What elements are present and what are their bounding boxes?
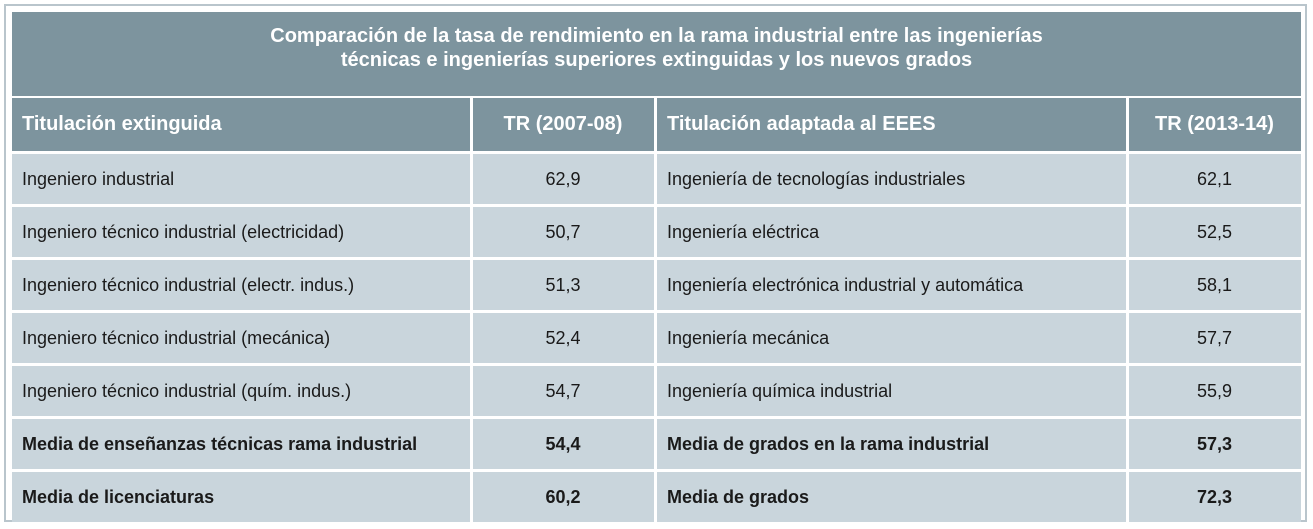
table-title-line-1: Comparación de la tasa de rendimiento en… <box>270 25 1043 47</box>
titulacion-adaptada-cell: Media de grados <box>657 472 1129 525</box>
tr-2007-08-cell: 51,3 <box>473 260 657 313</box>
tr-2013-14-cell: 57,7 <box>1129 313 1301 366</box>
titulacion-extinguida-cell: Media de licenciaturas <box>12 472 473 525</box>
tr-2007-08-cell: 54,4 <box>473 419 657 472</box>
tr-2007-08-cell: 50,7 <box>473 207 657 260</box>
titulacion-adaptada-cell: Media de grados en la rama industrial <box>657 419 1129 472</box>
table-frame: Comparación de la tasa de rendimiento en… <box>4 4 1307 525</box>
column-header-tr-2013-14: TR (2013-14) <box>1129 98 1301 154</box>
titulacion-adaptada-cell: Ingeniería mecánica <box>657 313 1129 366</box>
table-row: Ingeniero técnico industrial (mecánica) 5… <box>12 313 1301 366</box>
tr-2013-14-cell: 58,1 <box>1129 260 1301 313</box>
table-title-line-2: técnicas e ingenierías superiores exting… <box>340 49 973 71</box>
tr-2013-14-cell: 55,9 <box>1129 366 1301 419</box>
tr-2007-08-cell: 54,7 <box>473 366 657 419</box>
table-row: Ingeniero técnico industrial (quím. indu… <box>12 366 1301 419</box>
tr-2007-08-cell: 52,4 <box>473 313 657 366</box>
table-body: Ingeniero industrial 62,9 Ingeniería de te… <box>12 154 1301 525</box>
table-row: Media de licenciaturas 60,2 Media de grado… <box>12 472 1301 525</box>
tr-2007-08-cell: 60,2 <box>473 472 657 525</box>
titulacion-extinguida-cell: Ingeniero industrial <box>12 154 473 207</box>
titulacion-adaptada-cell: Ingeniería de tecnologías industriales <box>657 154 1129 207</box>
titulacion-adaptada-cell: Ingeniería química industrial <box>657 366 1129 419</box>
header-row: Titulación extinguida TR (2007-08) Titul… <box>12 98 1301 154</box>
titulacion-extinguida-cell: Media de enseñanzas técnicas rama indust… <box>12 419 473 472</box>
tr-2013-14-cell: 52,5 <box>1129 207 1301 260</box>
table-row: Ingeniero técnico industrial (electr. in… <box>12 260 1301 313</box>
tr-2007-08-cell: 62,9 <box>473 154 657 207</box>
column-header-titulacion-adaptada: Titulación adaptada al EEES <box>657 98 1129 154</box>
tr-2013-14-cell: 62,1 <box>1129 154 1301 207</box>
titulacion-adaptada-cell: Ingeniería eléctrica <box>657 207 1129 260</box>
titulacion-extinguida-cell: Ingeniero técnico industrial (quím. indu… <box>12 366 473 419</box>
column-header-tr-2007-08: TR (2007-08) <box>473 98 657 154</box>
comparison-table: Titulación extinguida TR (2007-08) Titul… <box>12 98 1301 525</box>
table-row: Media de enseñanzas técnicas rama indust… <box>12 419 1301 472</box>
tr-2013-14-cell: 72,3 <box>1129 472 1301 525</box>
titulacion-extinguida-cell: Ingeniero técnico industrial (electr. in… <box>12 260 473 313</box>
titulacion-extinguida-cell: Ingeniero técnico industrial (electricid… <box>12 207 473 260</box>
table-row: Ingeniero técnico industrial (electricid… <box>12 207 1301 260</box>
table-title: Comparación de la tasa de rendimiento en… <box>12 12 1301 96</box>
table-row: Ingeniero industrial 62,9 Ingeniería de te… <box>12 154 1301 207</box>
column-header-titulacion-extinguida: Titulación extinguida <box>12 98 473 154</box>
tr-2013-14-cell: 57,3 <box>1129 419 1301 472</box>
titulacion-extinguida-cell: Ingeniero técnico industrial (mecánica) <box>12 313 473 366</box>
titulacion-adaptada-cell: Ingeniería electrónica industrial y auto… <box>657 260 1129 313</box>
